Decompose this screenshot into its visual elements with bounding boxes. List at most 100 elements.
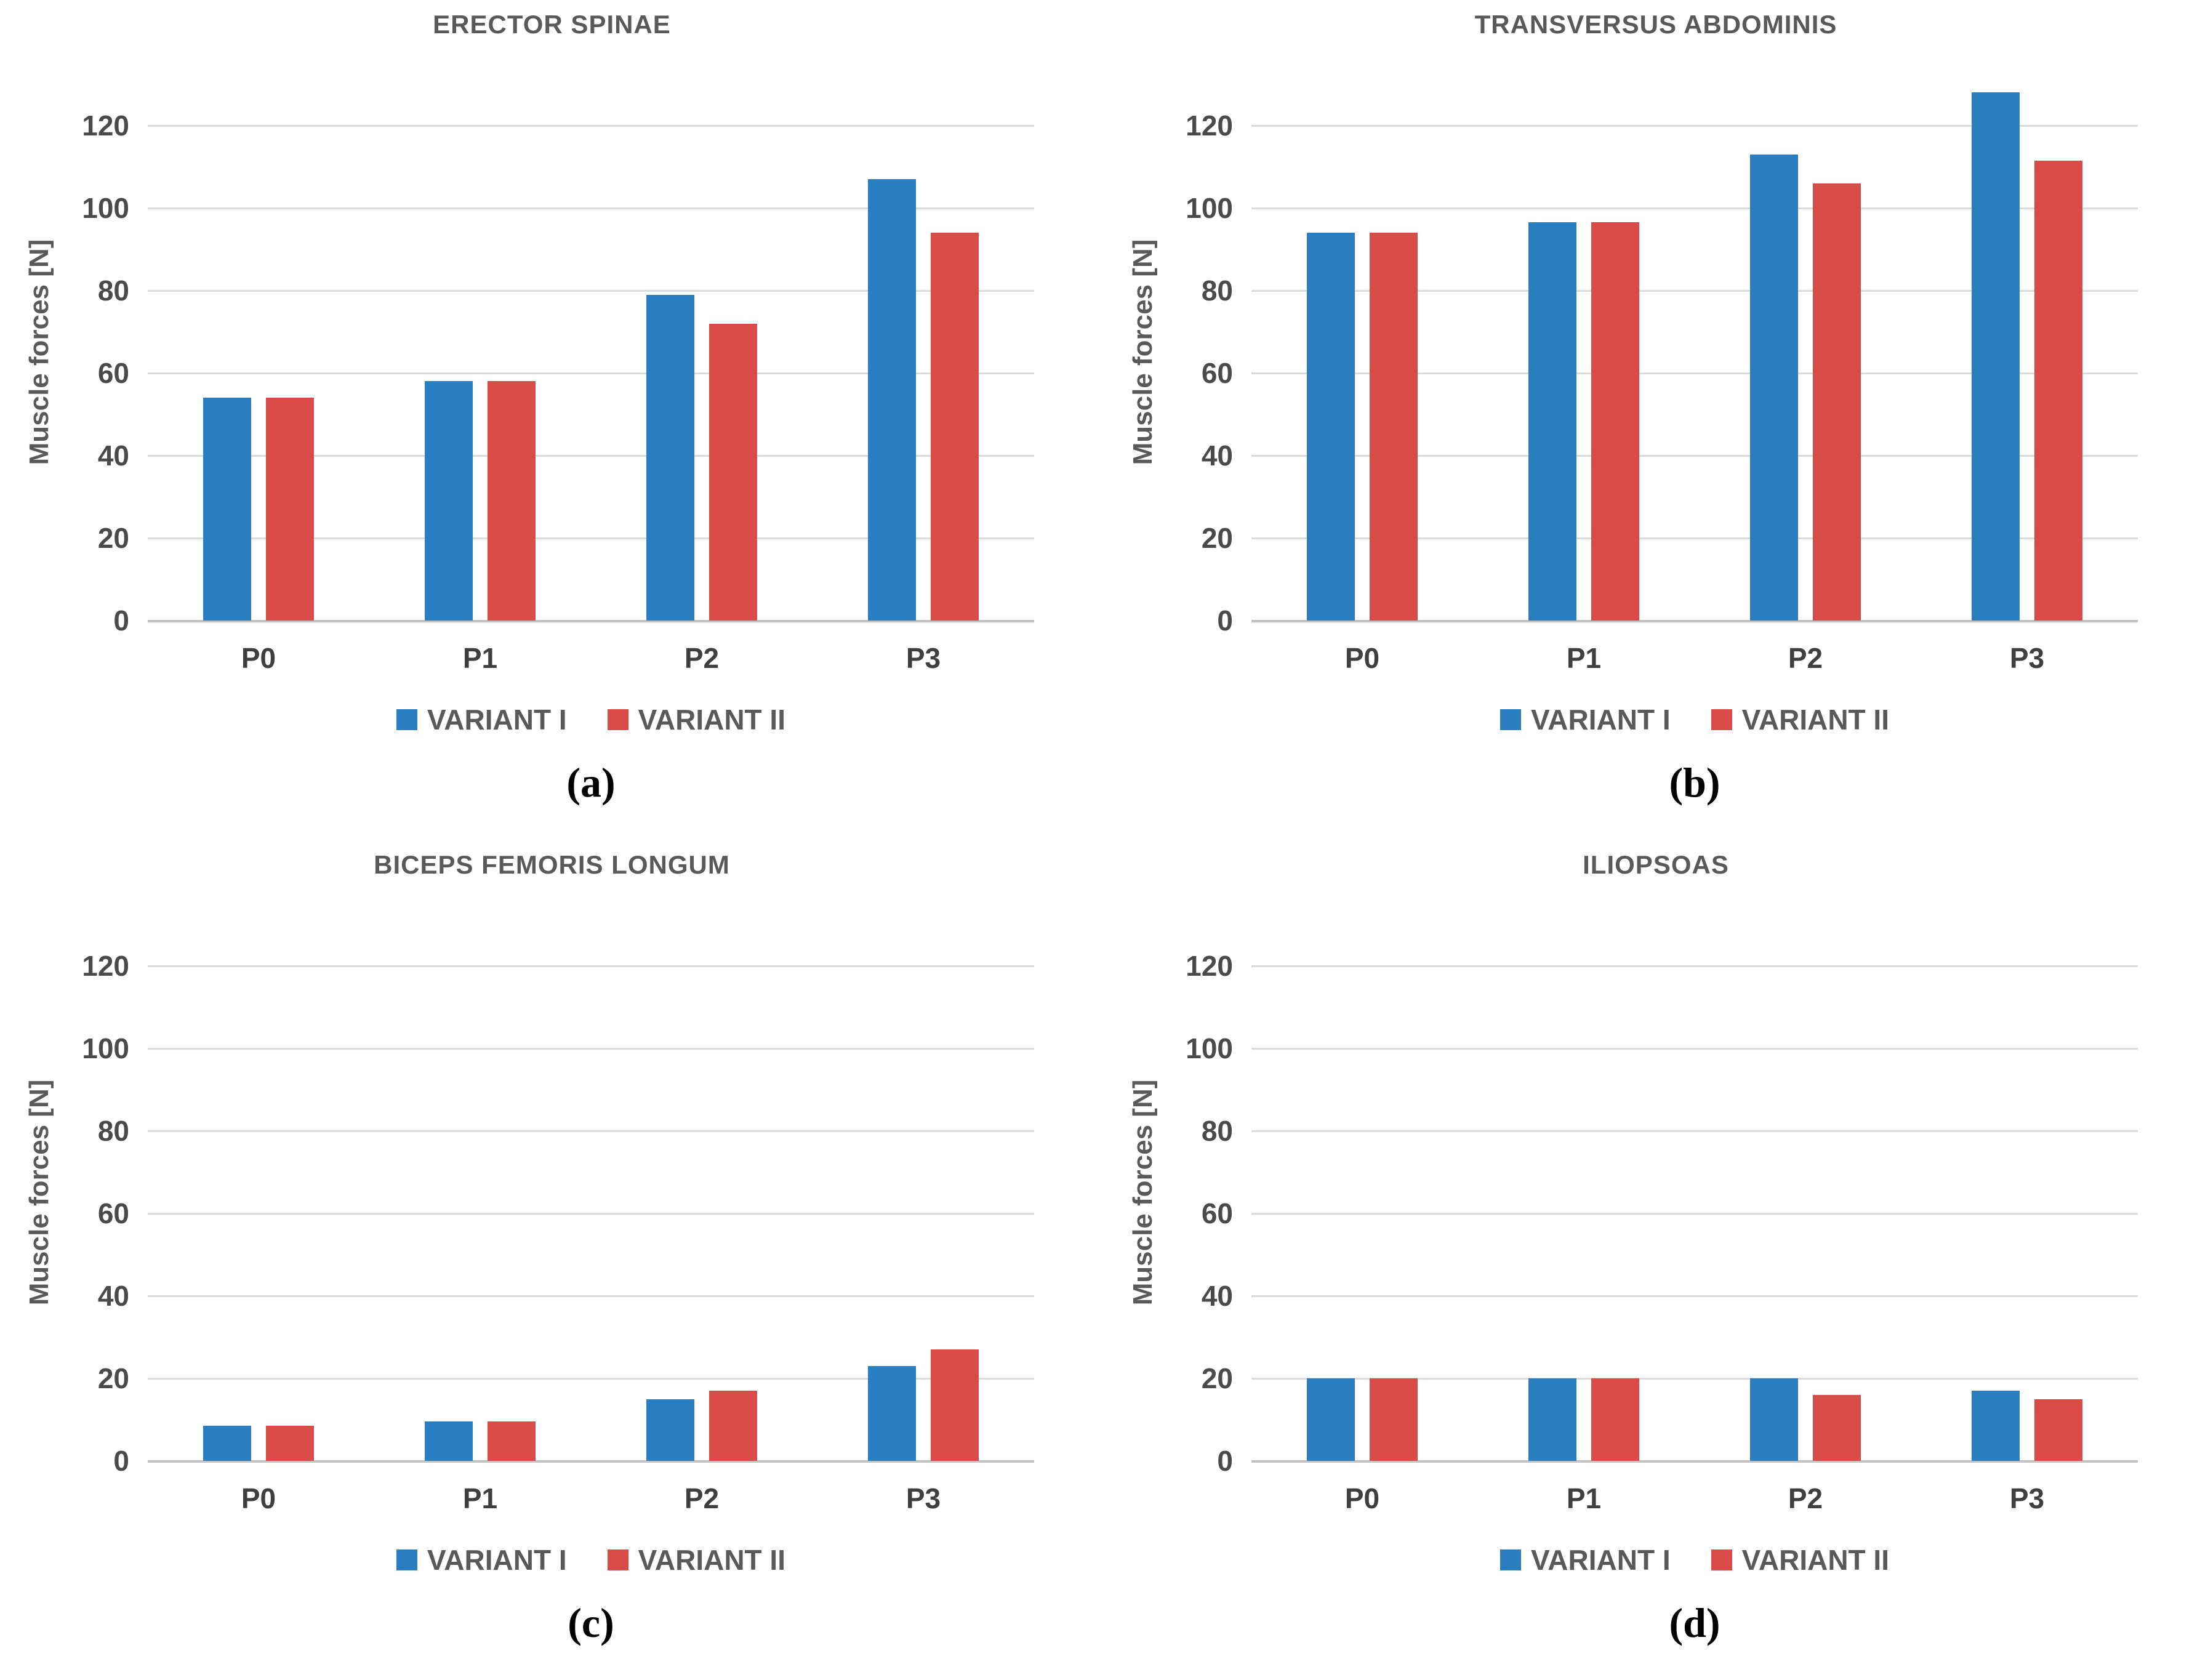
bar-p3-variant2 bbox=[2034, 1399, 2082, 1461]
gridline-y20 bbox=[1251, 537, 2138, 539]
gridline-y20 bbox=[148, 537, 1034, 539]
bar-p1-variant2 bbox=[1591, 222, 1639, 621]
bar-p1-variant1 bbox=[1528, 1378, 1576, 1461]
x-tick-label-p3: P3 bbox=[905, 1482, 941, 1514]
y-tick-label-40: 40 bbox=[97, 1280, 129, 1312]
bar-p2-variant2 bbox=[1813, 183, 1861, 621]
y-tick-label-20: 20 bbox=[97, 522, 129, 554]
gridline-y80 bbox=[148, 290, 1034, 292]
y-tick-label-120: 120 bbox=[1186, 950, 1233, 982]
x-tick-label-p3: P3 bbox=[2009, 642, 2045, 674]
gridline-y20 bbox=[1251, 1378, 2138, 1380]
bar-p0-variant2 bbox=[1370, 233, 1418, 621]
plot-area bbox=[1251, 84, 2138, 622]
legend-swatch-icon bbox=[396, 709, 418, 730]
legend: VARIANT I VARIANT II bbox=[1251, 1543, 2138, 1577]
y-tick-label-0: 0 bbox=[1217, 605, 1233, 637]
x-tick-label-p3: P3 bbox=[2009, 1482, 2045, 1514]
bar-p2-variant2 bbox=[1813, 1394, 1861, 1461]
legend-swatch-icon bbox=[1711, 1549, 1732, 1570]
bar-p1-variant1 bbox=[425, 1421, 473, 1461]
x-axis-line bbox=[1251, 1460, 2138, 1463]
plot-area bbox=[148, 925, 1034, 1463]
gridline-y80 bbox=[1251, 290, 2138, 292]
x-tick-label-p3: P3 bbox=[905, 642, 941, 674]
bar-p0-variant1 bbox=[203, 398, 251, 621]
bar-p1-variant1 bbox=[425, 381, 473, 621]
x-axis-line bbox=[148, 620, 1034, 622]
y-tick-label-100: 100 bbox=[82, 1032, 129, 1064]
x-tick-label-p1: P1 bbox=[1566, 1482, 1602, 1514]
panel-caption: (c) bbox=[568, 1599, 614, 1646]
x-axis-line bbox=[1251, 620, 2138, 622]
legend-swatch-icon bbox=[607, 709, 628, 730]
x-tick-label-p2: P2 bbox=[684, 642, 720, 674]
gridline-y120 bbox=[148, 965, 1034, 967]
y-tick-label-80: 80 bbox=[1201, 275, 1233, 307]
legend-label: VARIANT I bbox=[1531, 1544, 1671, 1576]
chart-title: ERECTOR SPINAE bbox=[433, 10, 671, 39]
y-tick-label-60: 60 bbox=[97, 357, 129, 389]
gridline-y120 bbox=[148, 125, 1034, 127]
y-tick-label-80: 80 bbox=[97, 1115, 129, 1147]
legend-swatch-icon bbox=[1500, 709, 1522, 730]
legend-item-variant2: VARIANT II bbox=[607, 1543, 785, 1577]
x-tick-label-p1: P1 bbox=[1566, 642, 1602, 674]
plot-area bbox=[1251, 925, 2138, 1463]
bar-p3-variant1 bbox=[1972, 92, 2020, 621]
gridline-y100 bbox=[1251, 207, 2138, 209]
y-tick-label-120: 120 bbox=[82, 950, 129, 982]
y-tick-label-60: 60 bbox=[1201, 357, 1233, 389]
y-tick-label-120: 120 bbox=[82, 110, 129, 142]
y-tick-label-100: 100 bbox=[1186, 1032, 1233, 1064]
legend-item-variant2: VARIANT II bbox=[1711, 703, 1889, 736]
y-tick-label-20: 20 bbox=[1201, 1362, 1233, 1394]
legend-item-variant1: VARIANT I bbox=[396, 703, 567, 736]
y-tick-label-100: 100 bbox=[1186, 192, 1233, 224]
bar-p0-variant2 bbox=[1370, 1378, 1418, 1461]
legend-label: VARIANT II bbox=[1741, 1544, 1889, 1576]
y-tick-label-60: 60 bbox=[1201, 1197, 1233, 1229]
chart-panel-c: BICEPS FEMORIS LONGUM Muscle forces [N] … bbox=[0, 840, 1104, 1680]
legend-swatch-icon bbox=[396, 1549, 418, 1570]
gridline-y100 bbox=[1251, 1048, 2138, 1050]
gridline-y40 bbox=[148, 1295, 1034, 1297]
gridline-y100 bbox=[148, 1048, 1034, 1050]
y-tick-label-40: 40 bbox=[1201, 440, 1233, 472]
y-tick-label-60: 60 bbox=[97, 1197, 129, 1229]
bar-p1-variant2 bbox=[488, 1421, 536, 1461]
legend: VARIANT I VARIANT II bbox=[148, 1543, 1034, 1577]
gridline-y60 bbox=[148, 1213, 1034, 1215]
legend-label: VARIANT II bbox=[1741, 704, 1889, 736]
x-tick-label-p1: P1 bbox=[462, 1482, 498, 1514]
x-tick-label-p0: P0 bbox=[241, 642, 276, 674]
x-tick-label-p2: P2 bbox=[1788, 1482, 1823, 1514]
chart-title: TRANSVERSUS ABDOMINIS bbox=[1474, 10, 1837, 39]
x-tick-label-p2: P2 bbox=[684, 1482, 720, 1514]
legend-label: VARIANT I bbox=[1531, 704, 1671, 736]
x-tick-label-p1: P1 bbox=[462, 642, 498, 674]
gridline-y120 bbox=[1251, 965, 2138, 967]
bar-p0-variant1 bbox=[1307, 233, 1355, 621]
bar-p2-variant1 bbox=[646, 1399, 694, 1461]
legend-swatch-icon bbox=[1711, 709, 1732, 730]
y-tick-label-0: 0 bbox=[113, 605, 129, 637]
y-tick-label-40: 40 bbox=[1201, 1280, 1233, 1312]
x-tick-label-p0: P0 bbox=[1344, 642, 1380, 674]
gridline-y40 bbox=[1251, 1295, 2138, 1297]
x-tick-label-p0: P0 bbox=[1344, 1482, 1380, 1514]
legend-label: VARIANT I bbox=[427, 1544, 567, 1576]
legend-label: VARIANT II bbox=[638, 704, 785, 736]
chart-panel-a: ERECTOR SPINAE Muscle forces [N] VARIANT… bbox=[0, 0, 1104, 840]
y-tick-label-0: 0 bbox=[1217, 1445, 1233, 1477]
legend: VARIANT I VARIANT II bbox=[148, 703, 1034, 736]
bar-p3-variant1 bbox=[868, 179, 916, 621]
legend-item-variant1: VARIANT I bbox=[396, 1543, 567, 1577]
gridline-y40 bbox=[1251, 455, 2138, 457]
y-tick-label-100: 100 bbox=[82, 192, 129, 224]
legend-swatch-icon bbox=[607, 1549, 628, 1570]
legend-label: VARIANT II bbox=[638, 1544, 785, 1576]
y-tick-label-80: 80 bbox=[1201, 1115, 1233, 1147]
chart-panel-d: ILIOPSOAS Muscle forces [N] VARIANT I VAR… bbox=[1104, 840, 2208, 1680]
